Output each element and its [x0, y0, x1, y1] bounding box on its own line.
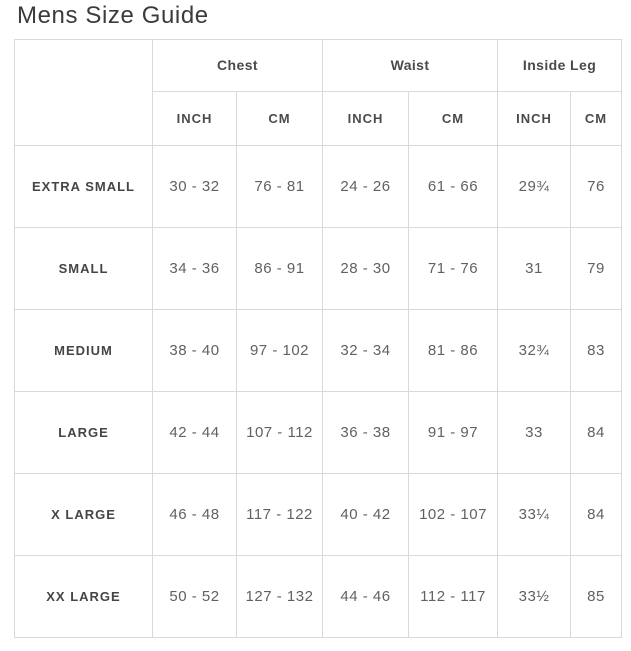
waist-inch-value: 36 - 38 — [322, 390, 409, 474]
waist-inch-value: 44 - 46 — [322, 554, 409, 638]
page-title: Mens Size Guide — [17, 2, 209, 29]
table-row-xx-large: XX LARGE 50 - 52 127 - 132 44 - 46 112 -… — [14, 554, 623, 638]
chest-cm-value: 76 - 81 — [236, 144, 323, 228]
waist-cm-value: 112 - 117 — [407, 554, 499, 638]
waist-cm-value: 61 - 66 — [407, 144, 499, 228]
unit-header-waist-cm: CM — [407, 90, 499, 146]
chest-inch-value: 30 - 32 — [152, 144, 237, 228]
size-label: LARGE — [14, 390, 153, 474]
insideleg-cm-value: 85 — [570, 554, 623, 638]
insideleg-cm-value: 83 — [570, 308, 623, 392]
size-label: SMALL — [14, 226, 153, 310]
chest-inch-value: 38 - 40 — [152, 308, 237, 392]
chest-cm-value: 97 - 102 — [236, 308, 323, 392]
group-header-row: Chest Waist Inside Leg — [14, 38, 623, 146]
size-label: XX LARGE — [14, 554, 153, 638]
insideleg-inch-value: 33½ — [497, 554, 572, 638]
chest-cm-value: 86 - 91 — [236, 226, 323, 310]
table-row-large: LARGE 42 - 44 107 - 112 36 - 38 91 - 97 … — [14, 390, 623, 474]
chest-inch-value: 42 - 44 — [152, 390, 237, 474]
unit-header-insideleg-cm: CM — [570, 90, 623, 146]
waist-cm-value: 91 - 97 — [407, 390, 499, 474]
waist-cm-value: 81 - 86 — [407, 308, 499, 392]
unit-header-waist-inch: INCH — [322, 90, 409, 146]
chest-cm-value: 107 - 112 — [236, 390, 323, 474]
insideleg-inch-value: 33¼ — [497, 472, 572, 556]
insideleg-inch-value: 31 — [497, 226, 572, 310]
chest-inch-value: 34 - 36 — [152, 226, 237, 310]
chest-cm-value: 127 - 132 — [236, 554, 323, 638]
unit-header-insideleg-inch: INCH — [497, 90, 572, 146]
chest-inch-value: 50 - 52 — [152, 554, 237, 638]
unit-header-chest-cm: CM — [236, 90, 323, 146]
size-label: EXTRA SMALL — [14, 144, 153, 228]
table-row-small: SMALL 34 - 36 86 - 91 28 - 30 71 - 76 31… — [14, 226, 623, 310]
unit-header-row: INCH CM INCH CM INCH CM — [15, 90, 623, 146]
waist-inch-value: 28 - 30 — [322, 226, 409, 310]
size-label: MEDIUM — [14, 308, 153, 392]
unit-header-chest-inch: INCH — [152, 90, 237, 146]
chest-inch-value: 46 - 48 — [152, 472, 237, 556]
waist-inch-value: 32 - 34 — [322, 308, 409, 392]
insideleg-inch-value: 33 — [497, 390, 572, 474]
chest-cm-value: 117 - 122 — [236, 472, 323, 556]
waist-inch-value: 24 - 26 — [322, 144, 409, 228]
insideleg-cm-value: 76 — [570, 144, 623, 228]
waist-cm-value: 102 - 107 — [407, 472, 499, 556]
table-row-extra-small: EXTRA SMALL 30 - 32 76 - 81 24 - 26 61 -… — [14, 144, 623, 228]
table-row-x-large: X LARGE 46 - 48 117 - 122 40 - 42 102 - … — [14, 472, 623, 556]
group-header-inside-leg: Inside Leg — [497, 38, 623, 92]
insideleg-cm-value: 79 — [570, 226, 623, 310]
waist-cm-value: 71 - 76 — [407, 226, 499, 310]
insideleg-inch-value: 29¾ — [497, 144, 572, 228]
insideleg-inch-value: 32¾ — [497, 308, 572, 392]
insideleg-cm-value: 84 — [570, 472, 623, 556]
group-header-waist: Waist — [321, 38, 499, 92]
size-label: X LARGE — [14, 472, 153, 556]
waist-inch-value: 40 - 42 — [322, 472, 409, 556]
insideleg-cm-value: 84 — [570, 390, 623, 474]
size-guide-table: Chest Waist Inside Leg INCH CM INCH CM I… — [14, 38, 623, 638]
table-row-medium: MEDIUM 38 - 40 97 - 102 32 - 34 81 - 86 … — [14, 308, 623, 392]
group-header-chest: Chest — [152, 38, 323, 92]
corner-cell — [14, 38, 153, 146]
